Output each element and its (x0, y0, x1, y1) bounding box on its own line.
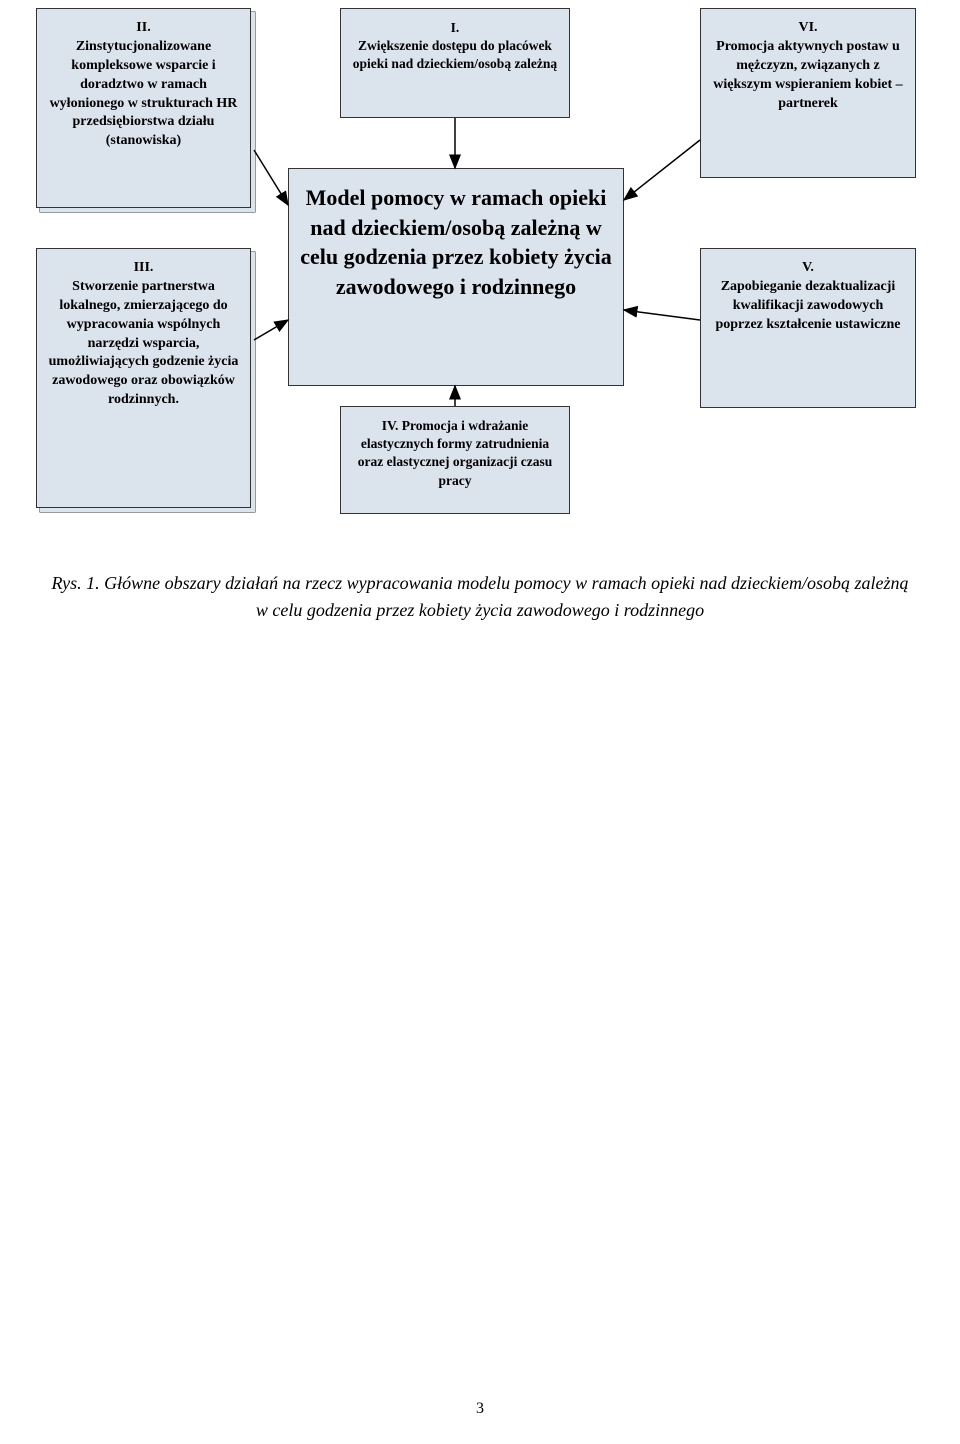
arrow-iii (254, 320, 288, 340)
box-iii-text: III.Stworzenie partnerstwa lokalnego, zm… (49, 260, 239, 407)
box-v-text: V.Zapobieganie dezaktualizacji kwalifika… (715, 260, 900, 332)
box-iv: IV. Promocja i wdrażanie elastycznych fo… (340, 406, 570, 514)
box-ii-text: II.Zinstytucjonalizowane kompleksowe wsp… (50, 20, 238, 148)
arrow-ii (254, 150, 288, 205)
box-vi-text: VI.Promocja aktywnych postaw u mężczyzn,… (713, 20, 902, 111)
box-i: I.Zwiększenie dostępu do placówek opieki… (340, 8, 570, 118)
box-vi: VI.Promocja aktywnych postaw u mężczyzn,… (700, 8, 916, 178)
box-ii: II.Zinstytucjonalizowane kompleksowe wsp… (36, 8, 251, 208)
page-number-text: 3 (476, 1400, 484, 1417)
box-i-text: I.Zwiększenie dostępu do placówek opieki… (353, 20, 557, 71)
box-v: V.Zapobieganie dezaktualizacji kwalifika… (700, 248, 916, 408)
box-center-text: Model pomocy w ramach opieki nad dziecki… (300, 185, 612, 299)
arrow-vi (624, 140, 700, 200)
arrow-v (624, 310, 700, 320)
figure-caption: Rys. 1. Główne obszary działań na rzecz … (50, 570, 910, 624)
box-center: Model pomocy w ramach opieki nad dziecki… (288, 168, 624, 386)
page-number: 3 (0, 1400, 960, 1418)
box-iii: III.Stworzenie partnerstwa lokalnego, zm… (36, 248, 251, 508)
figure-caption-text: Rys. 1. Główne obszary działań na rzecz … (51, 573, 908, 620)
box-iv-text: IV. Promocja i wdrażanie elastycznych fo… (358, 418, 553, 488)
diagram-canvas: { "boxes": { "ii": { "label": "II.\nZins… (0, 0, 960, 1444)
